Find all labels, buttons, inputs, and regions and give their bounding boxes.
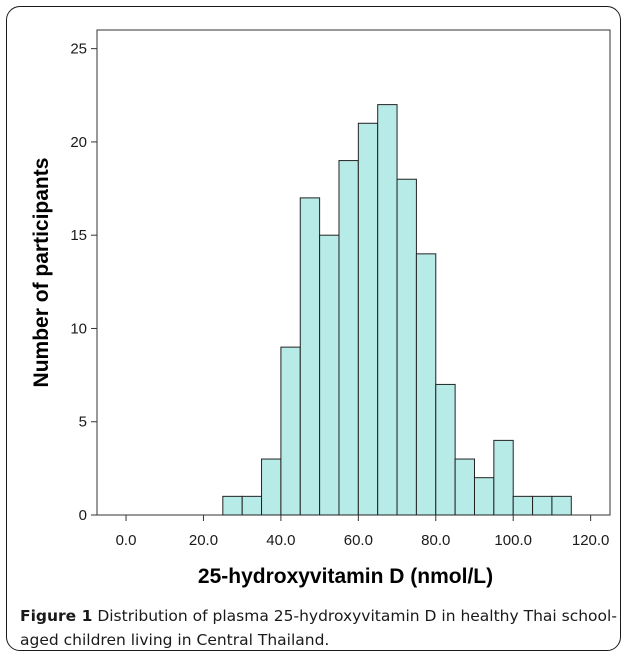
histogram-bar (454, 458, 475, 516)
y-tick-label: 5 (79, 414, 87, 431)
histogram-bar (377, 104, 398, 516)
histogram-bar (357, 122, 379, 516)
histogram-bar (493, 439, 514, 516)
x-tick-label: 60.0 (344, 532, 373, 549)
histogram-bar (241, 495, 263, 516)
histogram-bar (222, 495, 243, 516)
y-tick-label: 0 (79, 507, 87, 524)
x-tick-label: 20.0 (189, 532, 218, 549)
histogram-bar (396, 178, 417, 516)
histogram-bar (473, 477, 495, 516)
y-tick-label: 10 (70, 320, 87, 337)
histogram-bar (435, 383, 456, 516)
histogram-bar (415, 253, 437, 516)
y-axis: 0 5 10 15 20 25 (70, 41, 97, 524)
figure-caption: Figure 1 Distribution of plasma 25-hydro… (20, 604, 620, 652)
caption-text: Distribution of plasma 25-hydroxyvitamin… (20, 607, 617, 649)
histogram-bar (551, 495, 572, 516)
x-tick-label: 40.0 (266, 532, 295, 549)
histogram-bar (319, 234, 340, 516)
x-tick-label: 0.0 (116, 532, 137, 549)
histogram-bar (338, 160, 359, 516)
bars-group (222, 104, 572, 516)
y-tick-label: 15 (70, 227, 87, 244)
histogram-bar (280, 346, 301, 516)
x-tick-label: 100.0 (494, 532, 532, 549)
histogram-bar (261, 458, 282, 516)
histogram-bar (532, 495, 553, 516)
x-tick-label: 120.0 (572, 532, 610, 549)
y-tick-label: 20 (70, 134, 87, 151)
x-axis: 0.0 20.0 40.0 60.0 80.0 100.0 120.0 (116, 515, 610, 549)
x-axis-title: 25-hydroxyvitamin D (nmol/L) (198, 565, 493, 588)
y-axis-title: Number of participants (30, 158, 53, 388)
y-tick-label: 25 (70, 41, 87, 58)
caption-label: Figure 1 (20, 607, 93, 625)
histogram-bar (299, 197, 321, 516)
x-tick-label: 80.0 (421, 532, 450, 549)
histogram-chart: 0 5 10 15 20 25 0.0 20.0 40.0 60.0 80.0 100.0 120.0… (30, 29, 611, 588)
histogram-bar (512, 495, 534, 516)
figure-frame (6, 6, 621, 651)
